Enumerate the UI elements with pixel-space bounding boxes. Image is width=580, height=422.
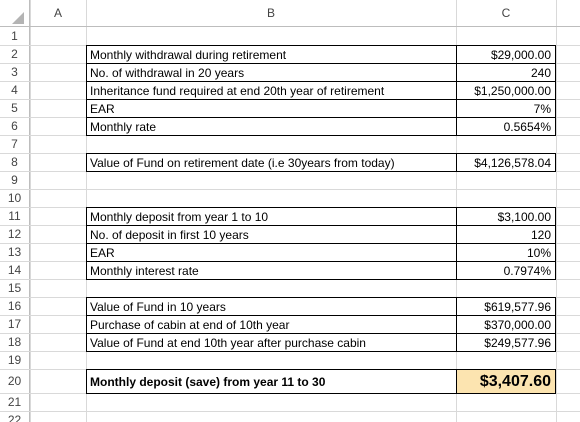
row-header[interactable]: 1 — [11, 29, 18, 43]
cell-label[interactable]: Inheritance fund required at end 20th ye… — [86, 81, 457, 100]
row-header[interactable]: 3 — [11, 65, 18, 79]
cell-value[interactable]: $3,407.60 — [456, 369, 556, 394]
cell-label[interactable]: No. of deposit in first 10 years — [86, 225, 457, 244]
row-header[interactable]: 7 — [11, 137, 18, 151]
cell-label[interactable]: Monthly interest rate — [86, 261, 457, 280]
cell-value[interactable]: $1,250,000.00 — [456, 81, 556, 100]
cell-label[interactable]: Monthly rate — [86, 117, 457, 136]
cell-value[interactable]: $3,100.00 — [456, 207, 556, 226]
cell-label[interactable]: Monthly deposit from year 1 to 10 — [86, 207, 457, 226]
cell-label[interactable]: Monthly withdrawal during retirement — [86, 45, 457, 64]
cell-value[interactable]: $4,126,578.04 — [456, 153, 556, 172]
column-header[interactable]: B — [266, 6, 275, 20]
cell-label[interactable]: EAR — [86, 99, 457, 118]
grid-line — [0, 411, 580, 412]
cell-value[interactable]: 7% — [456, 99, 556, 118]
cell-label[interactable]: Value of Fund in 10 years — [86, 297, 457, 316]
cell-label[interactable]: Value of Fund at end 10th year after pur… — [86, 333, 457, 352]
row-header[interactable]: 9 — [11, 173, 18, 187]
row-header[interactable]: 16 — [7, 299, 22, 313]
row-header[interactable]: 10 — [7, 191, 22, 205]
cell-value[interactable]: 0.5654% — [456, 117, 556, 136]
cell-value[interactable]: 120 — [456, 225, 556, 244]
grid-line — [0, 189, 580, 190]
row-header[interactable]: 2 — [11, 47, 18, 61]
cell-value[interactable]: $249,577.96 — [456, 333, 556, 352]
row-header[interactable]: 20 — [7, 374, 22, 388]
grid-line — [556, 0, 557, 422]
row-header[interactable]: 6 — [11, 119, 18, 133]
cell-value[interactable]: $370,000.00 — [456, 315, 556, 334]
cell-label[interactable]: Purchase of cabin at end of 10th year — [86, 315, 457, 334]
row-header[interactable]: 17 — [7, 317, 22, 331]
cell-label[interactable]: Value of Fund on retirement date (i.e 30… — [86, 153, 457, 172]
cell-label[interactable]: EAR — [86, 243, 457, 262]
row-header[interactable]: 21 — [7, 395, 22, 409]
cell-value[interactable]: 10% — [456, 243, 556, 262]
row-header[interactable]: 19 — [7, 353, 22, 367]
row-header[interactable]: 4 — [11, 83, 18, 97]
cell-value[interactable]: 0.7974% — [456, 261, 556, 280]
row-header[interactable]: 8 — [11, 155, 18, 169]
cell-value[interactable]: $29,000.00 — [456, 45, 556, 64]
cell-value[interactable]: $619,577.96 — [456, 297, 556, 316]
corner[interactable] — [0, 0, 30, 27]
row-header[interactable]: 18 — [7, 335, 22, 349]
row-header[interactable]: 14 — [7, 263, 22, 277]
row-header[interactable]: 13 — [7, 245, 22, 259]
row-header[interactable]: 15 — [7, 281, 22, 295]
cell-label[interactable]: No. of withdrawal in 20 years — [86, 63, 457, 82]
grid-line — [30, 0, 31, 422]
grid-line — [29, 0, 30, 422]
cell-value[interactable]: 240 — [456, 63, 556, 82]
corner-icon — [12, 12, 24, 24]
row-header[interactable]: 11 — [8, 209, 21, 223]
cell-label[interactable]: Monthly deposit (save) from year 11 to 3… — [86, 369, 457, 394]
row-header[interactable]: 5 — [11, 101, 18, 115]
grid-line — [0, 26, 580, 27]
row-header[interactable]: 22 — [7, 413, 22, 422]
row-header[interactable]: 12 — [7, 227, 22, 241]
column-header[interactable]: A — [53, 6, 62, 20]
column-header[interactable]: C — [501, 6, 511, 20]
